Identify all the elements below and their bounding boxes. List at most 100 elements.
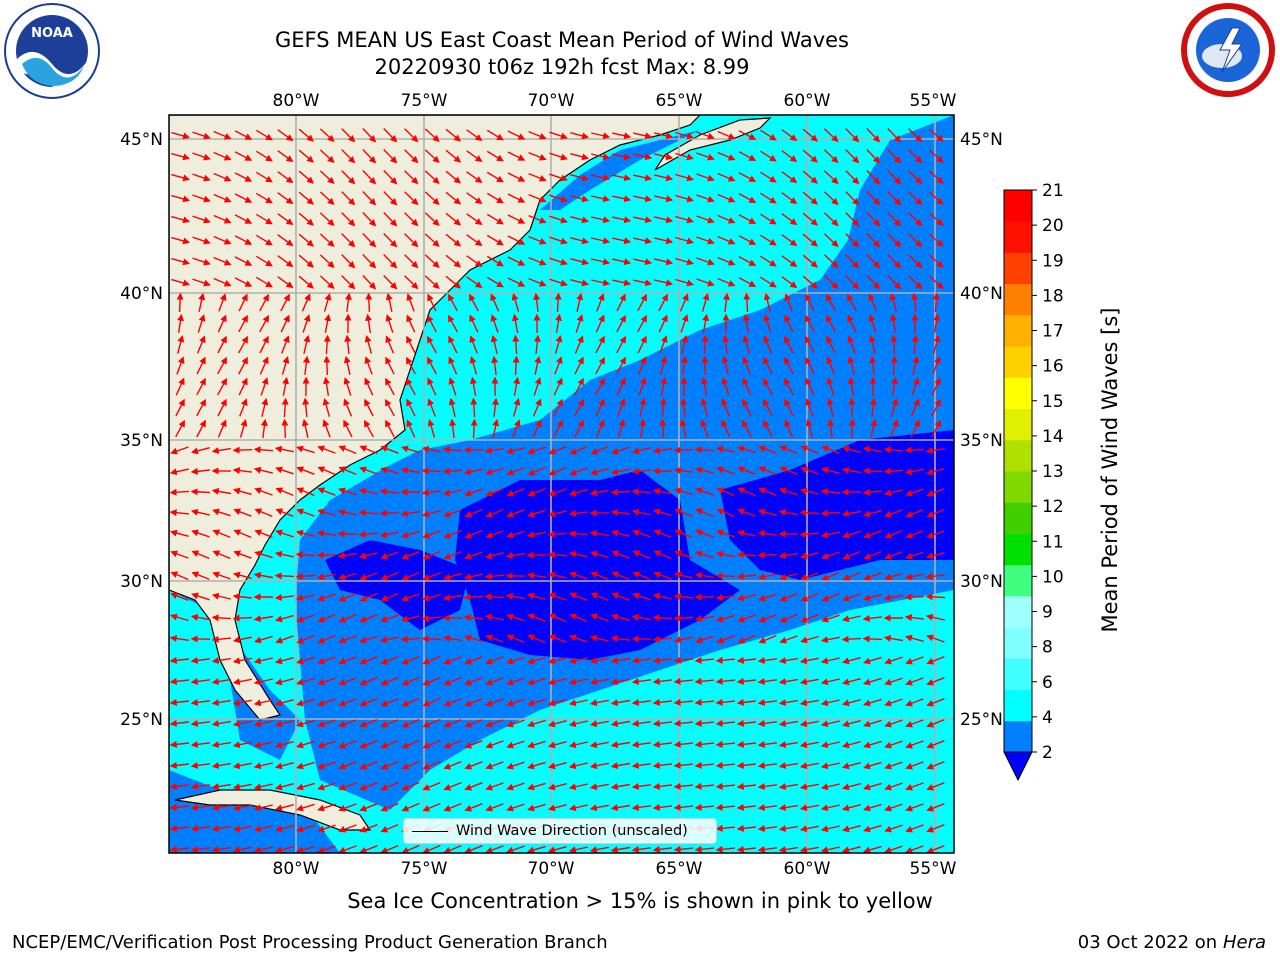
wave-direction-arrow xyxy=(631,447,651,455)
wave-direction-arrow xyxy=(823,212,839,227)
wave-direction-arrow xyxy=(912,355,920,375)
wave-direction-arrow xyxy=(848,397,856,418)
wave-direction-arrow xyxy=(337,508,357,516)
wave-direction-arrow xyxy=(469,335,478,354)
wave-direction-arrow xyxy=(784,356,794,375)
wave-direction-arrow xyxy=(191,550,210,560)
wave-direction-arrow xyxy=(659,418,667,439)
wave-direction-arrow xyxy=(547,571,567,579)
wave-direction-arrow xyxy=(260,377,269,396)
wave-direction-arrow xyxy=(760,129,777,141)
wave-direction-arrow xyxy=(633,279,653,287)
wave-direction-arrow xyxy=(781,234,798,247)
wave-direction-arrow xyxy=(799,678,819,686)
wave-direction-arrow xyxy=(317,698,336,707)
wave-direction-arrow xyxy=(805,377,815,396)
wave-direction-arrow xyxy=(507,214,526,224)
footer-date-text: 03 Oct 2022 on xyxy=(1077,932,1218,953)
wave-direction-arrow xyxy=(532,419,542,438)
wave-direction-arrow xyxy=(548,488,567,497)
wave-direction-arrow xyxy=(779,613,798,623)
wave-direction-arrow xyxy=(784,377,794,396)
lon-label: 55°W xyxy=(910,91,957,111)
wave-direction-arrow xyxy=(654,132,674,140)
wave-direction-arrow xyxy=(401,530,420,539)
wave-direction-arrow xyxy=(820,509,841,517)
wave-direction-arrow xyxy=(379,636,399,644)
wave-direction-arrow xyxy=(760,213,777,225)
wave-direction-arrow xyxy=(633,132,653,140)
wave-direction-arrow xyxy=(820,466,840,474)
wave-direction-arrow xyxy=(171,173,191,182)
wave-direction-arrow xyxy=(338,466,357,476)
wave-direction-arrow xyxy=(317,634,336,644)
wave-direction-arrow xyxy=(464,656,483,665)
wave-direction-arrow xyxy=(506,613,525,622)
wave-direction-arrow xyxy=(280,314,290,333)
wave-direction-arrow xyxy=(385,377,395,396)
wave-direction-arrow xyxy=(338,698,357,707)
wave-direction-arrow xyxy=(549,131,568,140)
colorbar: 2 4 6 8 9 10 11 12 13 14 15 16 17 18 19 20 21 xyxy=(1003,181,1064,782)
wave-direction-arrow xyxy=(512,334,520,355)
wave-direction-arrow xyxy=(175,419,185,438)
wave-period-under-2s-central xyxy=(455,470,740,660)
wave-direction-arrow xyxy=(169,529,189,537)
wave-direction-arrow xyxy=(404,170,419,185)
wave-direction-arrow xyxy=(715,656,736,664)
wave-direction-arrow xyxy=(715,614,735,623)
wave-direction-arrow xyxy=(323,293,332,312)
wave-direction-arrow xyxy=(738,130,757,140)
wave-direction-arrow xyxy=(422,572,441,581)
wave-direction-arrow xyxy=(404,212,419,227)
wave-direction-arrow xyxy=(612,195,632,203)
wave-direction-arrow xyxy=(779,466,798,476)
wave-direction-arrow xyxy=(380,445,399,454)
wave-direction-arrow xyxy=(427,398,436,417)
wave-direction-arrow xyxy=(359,719,378,728)
wave-direction-arrow xyxy=(928,128,944,142)
wave-direction-arrow xyxy=(232,678,252,686)
wave-direction-arrow xyxy=(511,293,520,312)
footer-credit: NCEP/EMC/Verification Post Processing Pr… xyxy=(12,932,608,953)
wave-direction-arrow xyxy=(654,195,674,203)
wave-direction-arrow xyxy=(296,656,315,665)
wave-direction-arrow xyxy=(760,276,777,288)
wave-direction-arrow xyxy=(422,718,441,728)
wave-direction-arrow xyxy=(485,508,504,518)
noaa-logo-icon: NOAA xyxy=(4,3,100,99)
wave-direction-arrow xyxy=(908,128,923,143)
wave-direction-arrow xyxy=(383,149,398,164)
lon-label: 80°W xyxy=(273,859,320,879)
wave-direction-arrow xyxy=(738,193,757,203)
wave-direction-arrow xyxy=(424,212,440,227)
wave-direction-arrow xyxy=(883,446,904,454)
wave-direction-arrow xyxy=(758,593,777,602)
wave-direction-arrow xyxy=(841,615,861,623)
wave-direction-arrow xyxy=(211,635,232,643)
wave-direction-arrow xyxy=(805,293,815,312)
colorbar-tick-label: 18 xyxy=(1042,286,1064,306)
wave-direction-arrow xyxy=(213,214,232,224)
wave-direction-arrow xyxy=(296,508,315,517)
wave-direction-arrow xyxy=(445,128,462,142)
wave-direction-arrow xyxy=(253,466,273,474)
wave-direction-arrow xyxy=(274,572,295,580)
wave-direction-arrow xyxy=(527,509,546,518)
wave-direction-arrow xyxy=(863,550,882,560)
wave-direction-arrow xyxy=(928,149,944,163)
lat-label: 40°N xyxy=(960,284,1003,304)
wave-direction-arrow xyxy=(337,552,358,559)
wave-direction-arrow xyxy=(296,445,315,454)
wave-direction-arrow xyxy=(274,550,294,558)
wave-direction-arrow xyxy=(404,149,419,164)
wave-direction-arrow xyxy=(890,397,899,417)
wave-direction-arrow xyxy=(883,634,904,642)
wave-direction-arrow xyxy=(470,418,478,439)
wave-direction-arrow xyxy=(595,377,605,396)
wave-direction-arrow xyxy=(512,419,521,438)
colorbar-tick-label: 13 xyxy=(1042,462,1064,482)
wave-direction-arrow xyxy=(887,254,902,269)
wave-direction-arrow xyxy=(868,314,877,333)
wave-direction-arrow xyxy=(486,171,504,183)
